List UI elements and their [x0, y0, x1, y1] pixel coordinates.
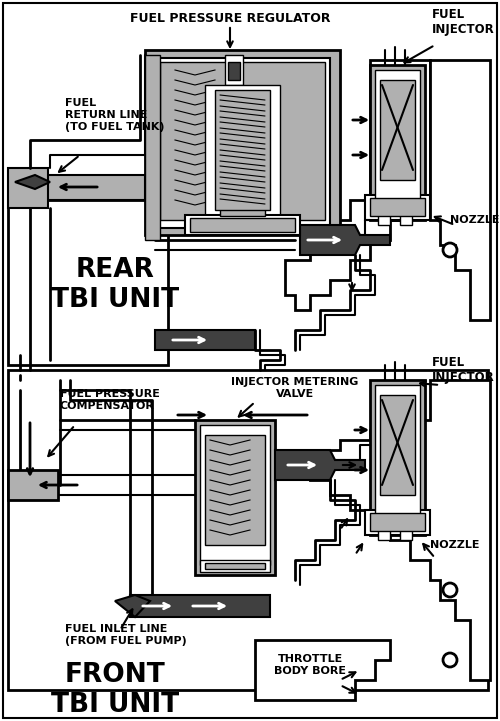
Bar	[228, 62, 240, 80]
Bar	[8, 370, 488, 690]
Bar	[190, 218, 295, 232]
Bar	[370, 65, 425, 220]
Bar	[400, 525, 412, 540]
Bar	[215, 90, 270, 210]
Text: THROTTLE
BODY BORE: THROTTLE BODY BORE	[274, 654, 346, 676]
Bar	[205, 85, 280, 215]
Bar	[375, 70, 420, 210]
Bar	[225, 55, 243, 85]
Bar	[200, 425, 270, 565]
Bar	[160, 62, 325, 220]
Bar	[195, 420, 275, 575]
Polygon shape	[285, 60, 430, 310]
Bar	[155, 330, 255, 350]
Bar	[380, 395, 415, 495]
Bar	[220, 208, 265, 216]
Bar	[185, 215, 300, 235]
Bar	[155, 58, 330, 228]
Circle shape	[443, 583, 457, 597]
Text: NOZZLE: NOZZLE	[430, 540, 480, 550]
Bar	[378, 210, 390, 225]
Bar	[145, 50, 340, 235]
Bar	[58, 475, 198, 495]
Text: FUEL
INJECTOR: FUEL INJECTOR	[432, 356, 495, 384]
Text: NOZZLE: NOZZLE	[450, 215, 500, 225]
Bar	[370, 198, 425, 216]
Bar	[30, 175, 145, 200]
Bar	[378, 525, 390, 540]
Bar	[200, 560, 270, 572]
Polygon shape	[15, 175, 50, 189]
Bar	[205, 563, 265, 569]
Polygon shape	[430, 60, 490, 320]
Bar	[130, 595, 270, 617]
Polygon shape	[115, 595, 150, 617]
Text: FUEL
RETURN LINE
(TO FUEL TANK): FUEL RETURN LINE (TO FUEL TANK)	[65, 98, 164, 132]
Text: REAR
TBI UNIT: REAR TBI UNIT	[51, 257, 179, 313]
Bar	[145, 55, 160, 240]
Polygon shape	[300, 225, 390, 255]
Bar	[8, 470, 58, 500]
Bar	[380, 80, 415, 180]
Bar	[400, 210, 412, 225]
Text: FRONT
TBI UNIT: FRONT TBI UNIT	[51, 662, 179, 718]
Text: FUEL PRESSURE REGULATOR: FUEL PRESSURE REGULATOR	[130, 12, 330, 25]
Bar	[370, 513, 425, 531]
Bar	[375, 385, 420, 525]
Text: FUEL INLET LINE
(FROM FUEL PUMP): FUEL INLET LINE (FROM FUEL PUMP)	[65, 624, 187, 646]
Bar	[365, 195, 430, 220]
Text: INJECTOR METERING
VALVE: INJECTOR METERING VALVE	[232, 377, 358, 399]
Bar	[8, 200, 168, 365]
Bar	[370, 380, 425, 535]
Text: FUEL
INJECTOR: FUEL INJECTOR	[432, 8, 495, 36]
Polygon shape	[285, 380, 490, 680]
Circle shape	[443, 243, 457, 257]
Bar	[8, 168, 48, 208]
Bar	[365, 510, 430, 535]
Bar	[215, 205, 270, 220]
Bar	[205, 435, 265, 545]
Polygon shape	[275, 450, 365, 480]
Circle shape	[443, 653, 457, 667]
Text: FUEL PRESSURE
COMPENSATOR: FUEL PRESSURE COMPENSATOR	[60, 389, 160, 411]
Polygon shape	[255, 640, 390, 700]
